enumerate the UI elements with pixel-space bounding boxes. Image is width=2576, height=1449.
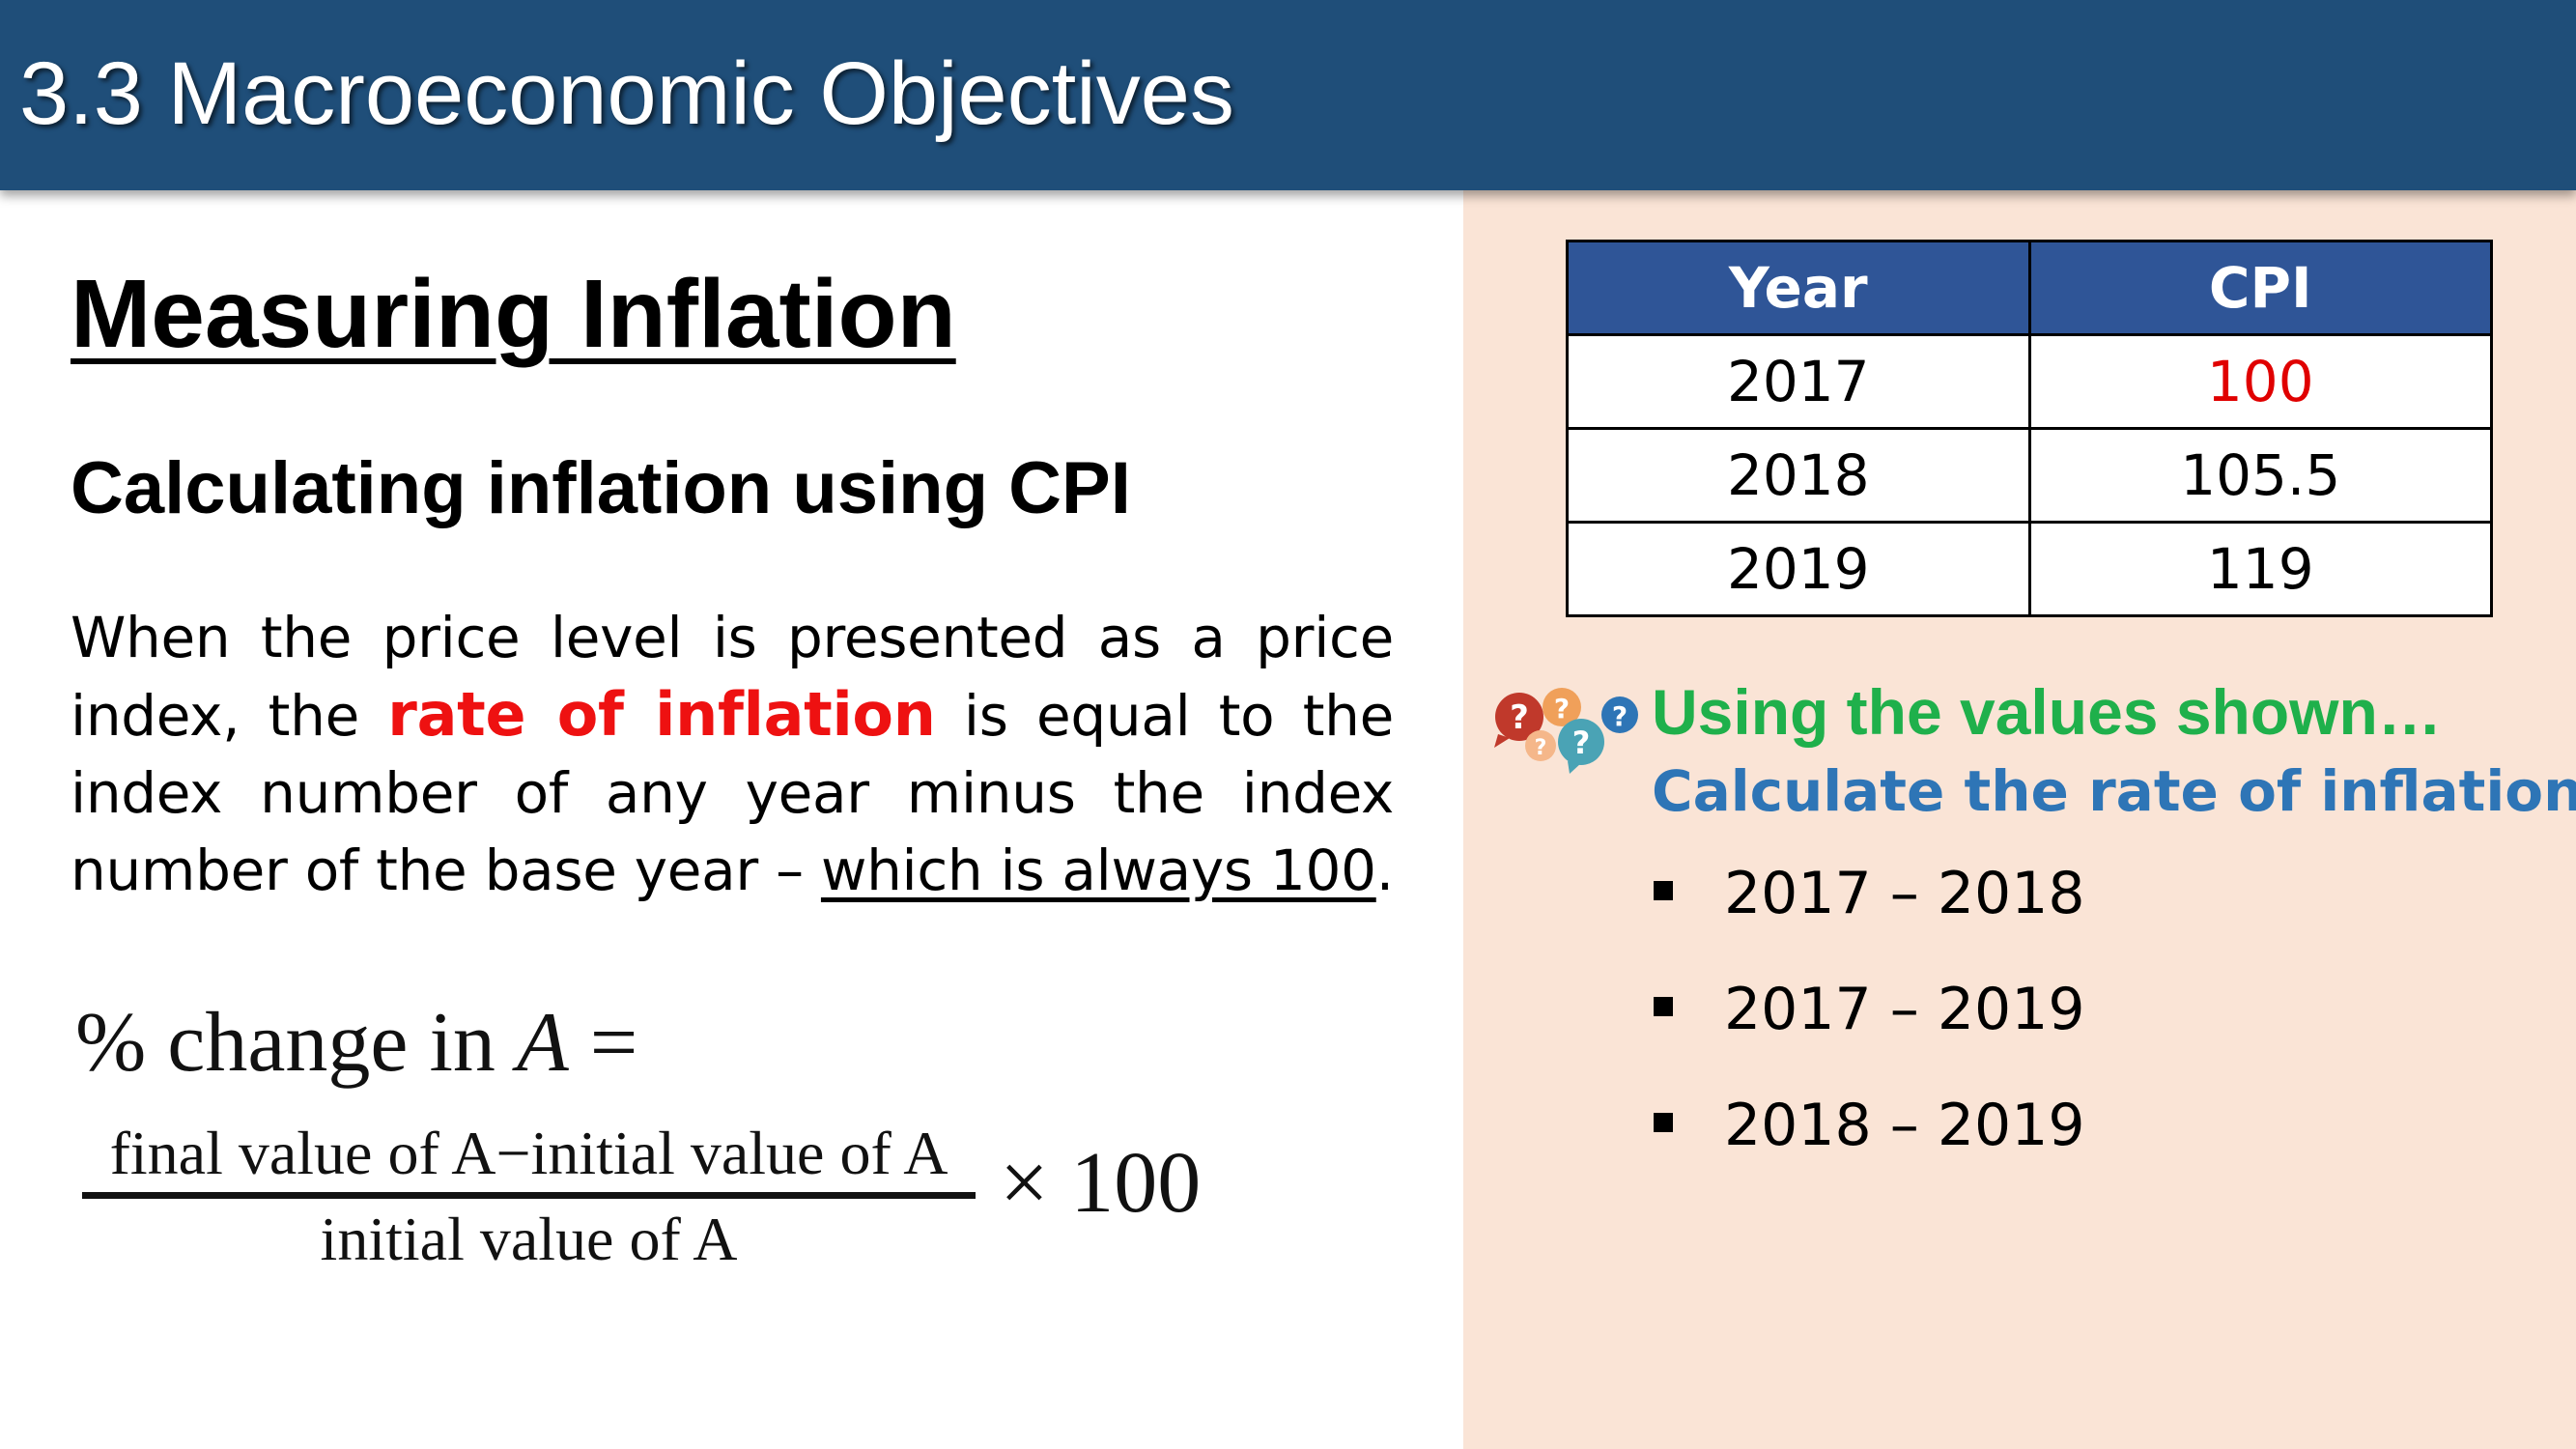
exercise-prompt: Using the values shown… xyxy=(1652,676,2442,748)
square-bullet-icon xyxy=(1654,881,1673,900)
table-row: 2017 100 xyxy=(1566,333,2493,430)
cpi-table: Year CPI 2017 100 2018 105.5 2019 119 xyxy=(1566,240,2493,617)
formula-prefix: % change in xyxy=(75,996,517,1090)
exercise-instruction: Calculate the rate of inflation: xyxy=(1652,758,2576,824)
table-row: 2018 105.5 xyxy=(1566,427,2493,524)
formula-numerator: final value of A−initial value of A xyxy=(109,1119,948,1187)
slide-header: 3.3 Macroeconomic Objectives xyxy=(0,0,2576,190)
paragraph-text: . xyxy=(1375,838,1394,903)
question-bubble-peach: ? xyxy=(1525,730,1556,761)
section-subheading: Calculating inflation using CPI xyxy=(71,447,1131,529)
square-bullet-icon xyxy=(1654,997,1673,1016)
year-cell: 2019 xyxy=(1566,521,2031,617)
list-item: 2017 – 2018 xyxy=(1654,850,2085,966)
cpi-cell: 105.5 xyxy=(2027,427,2493,524)
question-bubbles-icon: ? ? ? ? ? xyxy=(1494,688,1638,774)
question-bubble-blue: ? xyxy=(1601,696,1638,733)
svg-text:?: ? xyxy=(1510,698,1529,737)
list-item-label: 2018 – 2019 xyxy=(1724,1092,2085,1159)
svg-text:?: ? xyxy=(1535,736,1547,760)
column-header-cpi: CPI xyxy=(2027,240,2493,336)
svg-text:?: ? xyxy=(1572,724,1591,761)
explanation-paragraph: When the price level is presented as a p… xyxy=(71,599,1394,909)
year-cell: 2018 xyxy=(1566,427,2031,524)
rate-of-inflation-highlight: rate of inflation xyxy=(387,679,936,750)
slide-title: 3.3 Macroeconomic Objectives xyxy=(19,44,1234,143)
question-bubble-teal: ? xyxy=(1558,719,1604,774)
formula-lhs: % change in A = xyxy=(75,990,637,1096)
cpi-cell: 119 xyxy=(2027,521,2493,617)
formula-equals: = xyxy=(589,996,638,1090)
formula-multiplier: × 100 xyxy=(1000,1135,1202,1231)
formula-denominator: initial value of A xyxy=(320,1205,738,1273)
question-bubble-orange: ? xyxy=(1543,688,1581,726)
svg-text:?: ? xyxy=(1612,700,1628,732)
svg-text:?: ? xyxy=(1554,693,1570,724)
table-header-row: Year CPI xyxy=(1566,240,2493,336)
list-item: 2018 – 2019 xyxy=(1654,1082,2085,1198)
fraction-bar xyxy=(82,1192,976,1199)
question-bubble-red: ? xyxy=(1494,693,1543,748)
formula-fraction: final value of A−initial value of A init… xyxy=(82,1119,976,1274)
square-bullet-icon xyxy=(1654,1113,1673,1132)
list-item-label: 2017 – 2018 xyxy=(1724,860,2085,927)
section-heading: Measuring Inflation xyxy=(71,260,956,368)
formula-variable: A xyxy=(516,996,569,1090)
year-cell: 2017 xyxy=(1566,333,2031,430)
paragraph-text: is equal to the index number of any year… xyxy=(71,683,1394,903)
list-item-label: 2017 – 2019 xyxy=(1724,976,2085,1043)
cpi-cell-base-year: 100 xyxy=(2027,333,2493,430)
exercise-list: 2017 – 2018 2017 – 2019 2018 – 2019 xyxy=(1654,850,2085,1198)
paragraph-text: When the price level is presented as a p… xyxy=(71,605,1394,749)
table-row: 2019 119 xyxy=(1566,521,2493,617)
list-item: 2017 – 2019 xyxy=(1654,966,2085,1082)
column-header-year: Year xyxy=(1566,240,2031,336)
base-year-note: which is always 100 xyxy=(820,838,1376,903)
